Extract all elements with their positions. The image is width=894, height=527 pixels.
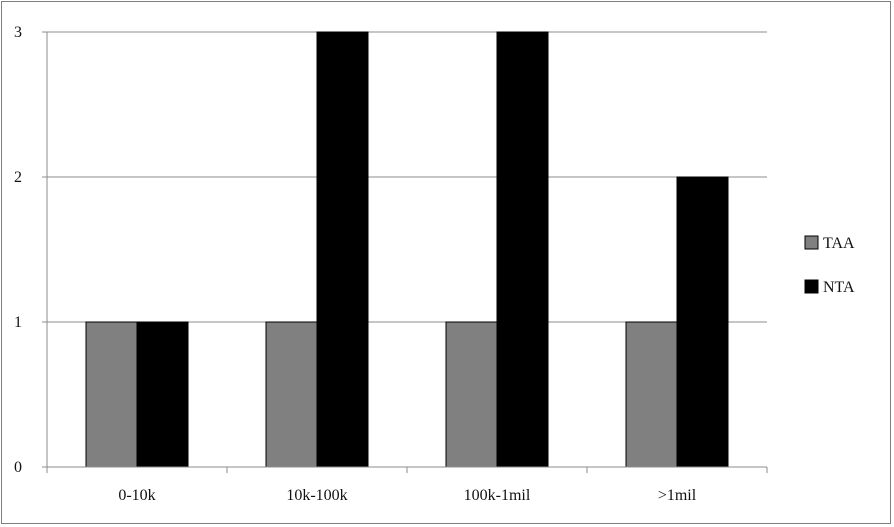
- x-tick-label: >1mil: [658, 487, 697, 504]
- bar-taa-0: [85, 321, 138, 468]
- legend-swatch-taa: [804, 235, 819, 250]
- bar-taa-2: [445, 321, 498, 468]
- bar-nta-1: [316, 31, 369, 468]
- x-tick-label: 0-10k: [118, 487, 155, 504]
- y-tick-label: 2: [14, 169, 22, 186]
- y-tick-label: 3: [14, 24, 22, 41]
- legend-swatch-nta: [804, 279, 819, 294]
- bar-nta-2: [496, 31, 549, 468]
- bar-nta-3: [676, 176, 729, 468]
- x-tick-label: 10k-100k: [286, 487, 347, 504]
- x-tick-labels: 0-10k 10k-100k 100k-1mil >1mil: [118, 487, 696, 504]
- bar-taa-1: [265, 321, 318, 468]
- bar-nta-0: [136, 321, 189, 468]
- axes: [42, 31, 768, 473]
- y-tick-labels: 0 1 2 3: [14, 24, 22, 476]
- legend-label-taa: TAA: [823, 235, 855, 252]
- legend-label-nta: NTA: [823, 279, 855, 296]
- legend: TAA NTA: [804, 235, 855, 296]
- bars: [85, 31, 729, 468]
- bar-taa-3: [625, 321, 678, 468]
- x-tick-label: 100k-1mil: [464, 487, 531, 504]
- y-tick-label: 1: [14, 314, 22, 331]
- gridlines: [47, 31, 767, 323]
- y-tick-label: 0: [14, 459, 22, 476]
